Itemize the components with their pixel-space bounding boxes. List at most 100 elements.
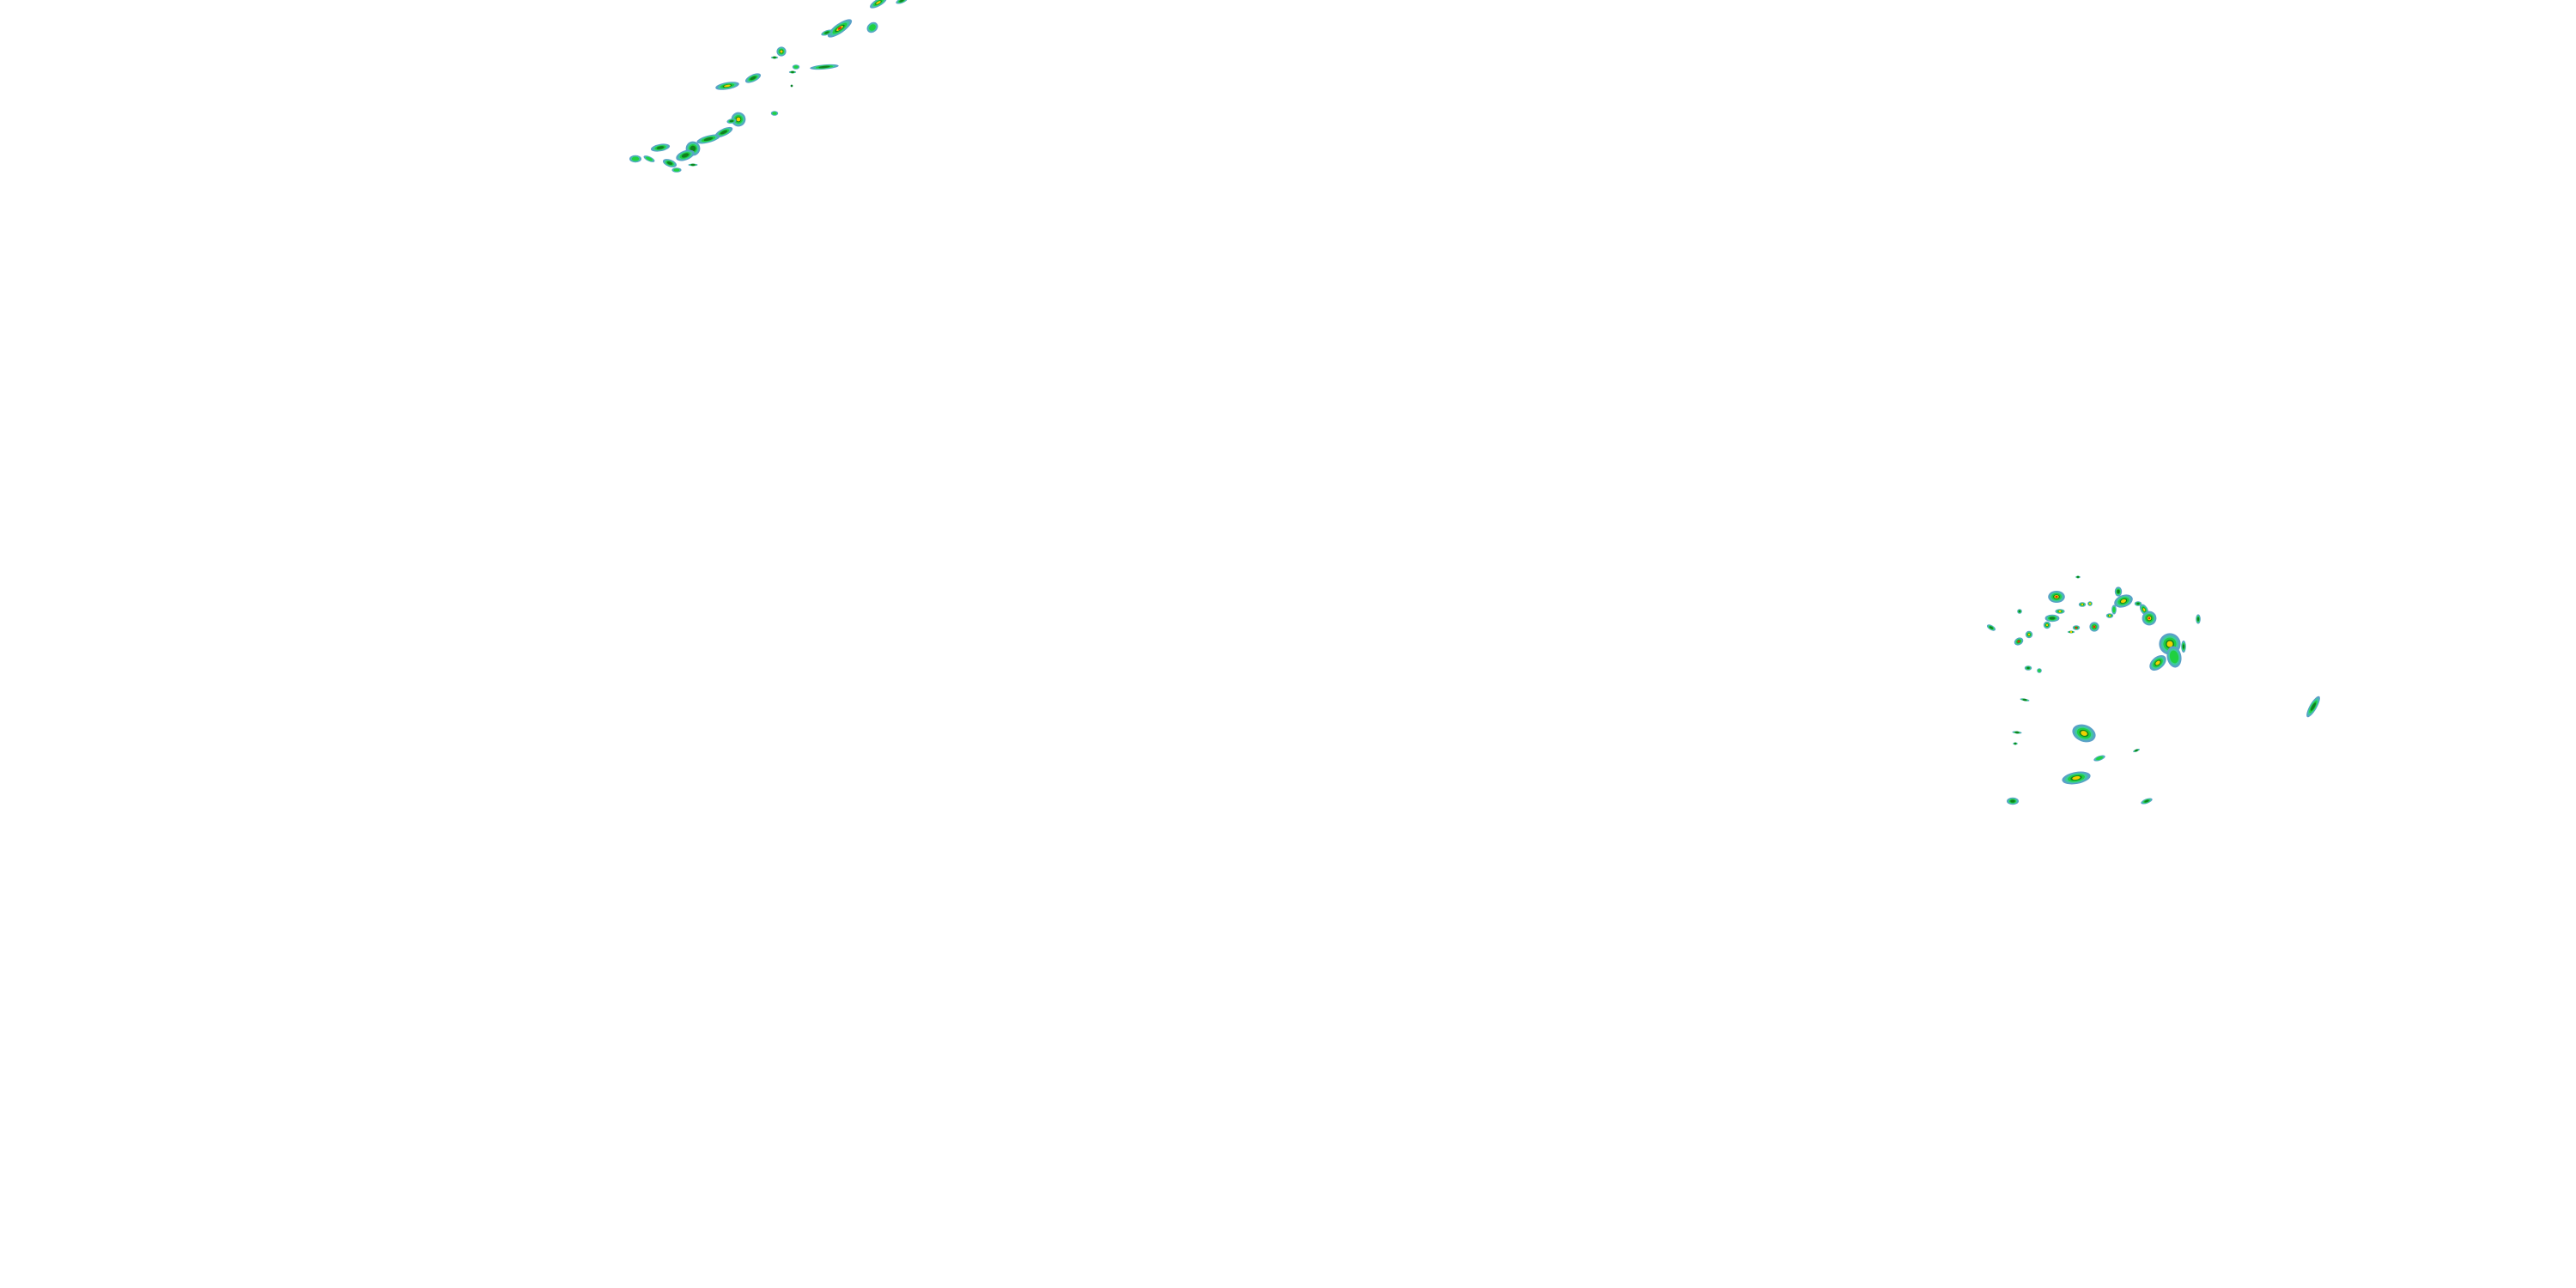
- precipitation-echo: [2142, 611, 2157, 626]
- echo-intensity-dark-green: [656, 146, 665, 149]
- precipitation-echo: [696, 134, 720, 144]
- precipitation-echo: [2141, 798, 2153, 805]
- precipitation-echo: [2089, 622, 2099, 632]
- echo-intensity-dark-green: [666, 161, 673, 165]
- precipitation-echo: [2114, 586, 2123, 597]
- echo-intensity-red: [2017, 640, 2020, 643]
- echo-intensity-yellow: [2072, 775, 2081, 781]
- precipitation-echo: [2114, 594, 2133, 608]
- echo-intensity-yellow: [2027, 633, 2031, 636]
- echo-intensity-dark-green: [2135, 749, 2138, 752]
- echo-intensity-dark-green: [2144, 799, 2149, 803]
- precipitation-echo: [643, 155, 655, 162]
- echo-intensity-green: [2169, 650, 2179, 664]
- echo-intensity-green: [2096, 756, 2103, 761]
- precipitation-echo: [676, 149, 695, 161]
- precipitation-echo: [2105, 613, 2114, 618]
- precipitation-echo: [788, 70, 797, 74]
- precipitation-echo: [776, 46, 787, 57]
- echo-intensity-yellow: [724, 84, 731, 88]
- precipitation-echo: [715, 82, 739, 90]
- precipitation-echo: [821, 29, 833, 36]
- precipitation-echo: [2078, 602, 2087, 607]
- echo-intensity-dark-green: [703, 137, 714, 142]
- precipitation-echo: [714, 126, 733, 138]
- precipitation-echo: [2014, 637, 2024, 646]
- echo-intensity-yellow: [2120, 598, 2127, 604]
- precipitation-echo: [671, 167, 682, 173]
- precipitation-echo: [896, 0, 908, 4]
- precipitation-echo: [790, 84, 793, 88]
- precipitation-echo: [2087, 601, 2093, 606]
- echo-intensity-yellow: [2155, 660, 2160, 665]
- echo-intensity-dark-green: [729, 119, 734, 123]
- precipitation-echo: [2017, 609, 2022, 614]
- precipitation-echo: [629, 155, 641, 163]
- echo-intensity-yellow: [876, 1, 881, 4]
- precipitation-echo: [770, 111, 779, 116]
- echo-intensity-red: [2055, 595, 2058, 598]
- echo-intensity-dark-green: [899, 0, 904, 3]
- precipitation-echo: [827, 19, 853, 38]
- precipitation-echo: [744, 73, 762, 83]
- precipitation-echo: [2093, 755, 2105, 762]
- echo-intensity-dark-green: [2014, 742, 2017, 745]
- echo-intensity-dark-green: [2136, 602, 2140, 605]
- echo-intensity-red: [837, 27, 842, 30]
- precipitation-echo: [2024, 665, 2032, 671]
- precipitation-echo: [870, 0, 887, 9]
- echo-intensity-yellow: [2045, 623, 2049, 627]
- precipitation-echo: [2133, 749, 2140, 752]
- echo-intensity-dark-green: [720, 130, 728, 135]
- precipitation-echo: [770, 56, 779, 59]
- echo-intensity-yellow: [2069, 630, 2073, 634]
- precipitation-echo: [2075, 575, 2081, 579]
- echo-intensity-dark-green: [818, 65, 830, 69]
- echo-intensity-green: [631, 156, 640, 161]
- precipitation-echo: [2012, 731, 2022, 734]
- echo-intensity-red: [2075, 626, 2078, 629]
- precipitation-echo: [792, 64, 800, 70]
- echo-intensity-dark-green: [2310, 702, 2317, 711]
- echo-intensity-dark-green: [824, 31, 829, 34]
- precipitation-echo: [726, 118, 737, 124]
- echo-intensity-dark-green: [681, 153, 690, 158]
- precipitation-echo: [731, 112, 746, 127]
- echo-intensity-dark-green: [750, 76, 756, 81]
- precipitation-echo: [2166, 646, 2182, 668]
- echo-intensity-yellow: [2081, 603, 2084, 606]
- precipitation-echo: [2043, 621, 2051, 629]
- precipitation-echo: [2149, 655, 2166, 671]
- precipitation-echo: [2062, 771, 2091, 785]
- precipitation-echo: [2181, 641, 2186, 653]
- echo-intensity-red: [2093, 625, 2096, 629]
- echo-intensity-dark-green: [690, 145, 696, 152]
- echo-intensity-dark-green: [1989, 626, 1994, 629]
- precipitation-echo: [2072, 625, 2081, 630]
- echo-intensity-green: [869, 24, 876, 31]
- precipitation-echo: [2134, 601, 2142, 606]
- echo-intensity-dark-green: [2010, 799, 2015, 803]
- echo-intensity-yellow: [736, 117, 741, 122]
- echo-intensity-yellow: [780, 50, 783, 53]
- precipitation-echo: [2020, 698, 2030, 702]
- precipitation-echo: [2013, 742, 2018, 745]
- precipitation-echo: [688, 163, 698, 167]
- echo-intensity-dark-green: [2076, 575, 2080, 579]
- echo-intensity-green: [772, 112, 777, 115]
- precipitation-echo: [650, 143, 671, 152]
- precipitation-echo: [810, 64, 839, 70]
- echo-intensity-dark-green: [2018, 610, 2021, 613]
- echo-intensity-dark-green: [2196, 617, 2200, 622]
- echo-intensity-dark-green: [2049, 617, 2056, 620]
- echo-intensity-yellow: [2088, 602, 2092, 605]
- echo-intensity-yellow: [2108, 614, 2111, 617]
- echo-intensity-yellow: [2058, 610, 2062, 613]
- precipitation-echo: [2111, 605, 2117, 615]
- echo-intensity-yellow: [2081, 731, 2087, 736]
- echo-intensity-dark-green: [773, 56, 776, 59]
- echo-intensity-green: [793, 65, 799, 69]
- echo-intensity-green: [2112, 606, 2116, 613]
- precipitation-echo: [2055, 609, 2065, 614]
